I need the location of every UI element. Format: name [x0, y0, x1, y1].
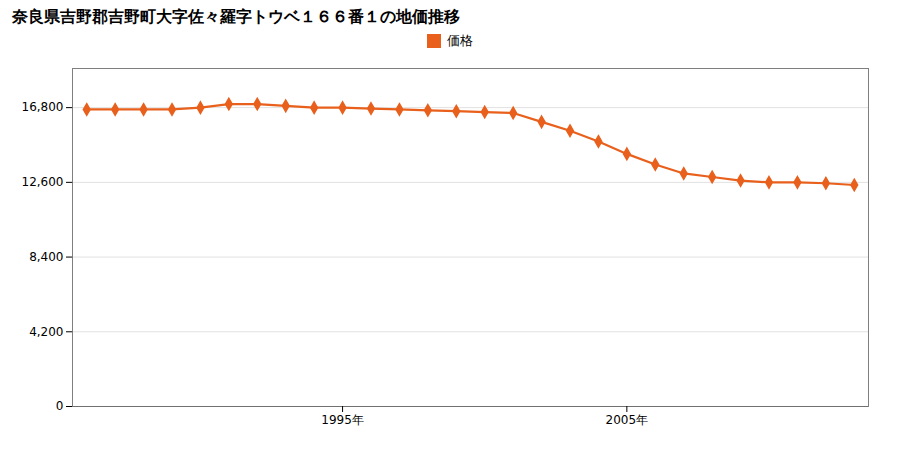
svg-text:8,400: 8,400: [29, 250, 63, 264]
svg-text:12,600: 12,600: [22, 175, 64, 189]
svg-text:4,200: 4,200: [29, 325, 63, 339]
html-text:価格: 価格: [447, 33, 473, 48]
svg-text:2005年: 2005年: [606, 413, 649, 427]
svg-text:0: 0: [56, 399, 64, 413]
svg-text:1995年: 1995年: [321, 413, 364, 427]
svg-text:16,800: 16,800: [22, 100, 64, 114]
html-text:奈良県吉野郡吉野町大字佐々羅字トウベ１６６番１の地価推移: 奈良県吉野郡吉野町大字佐々羅字トウベ１６６番１の地価推移: [12, 7, 460, 26]
